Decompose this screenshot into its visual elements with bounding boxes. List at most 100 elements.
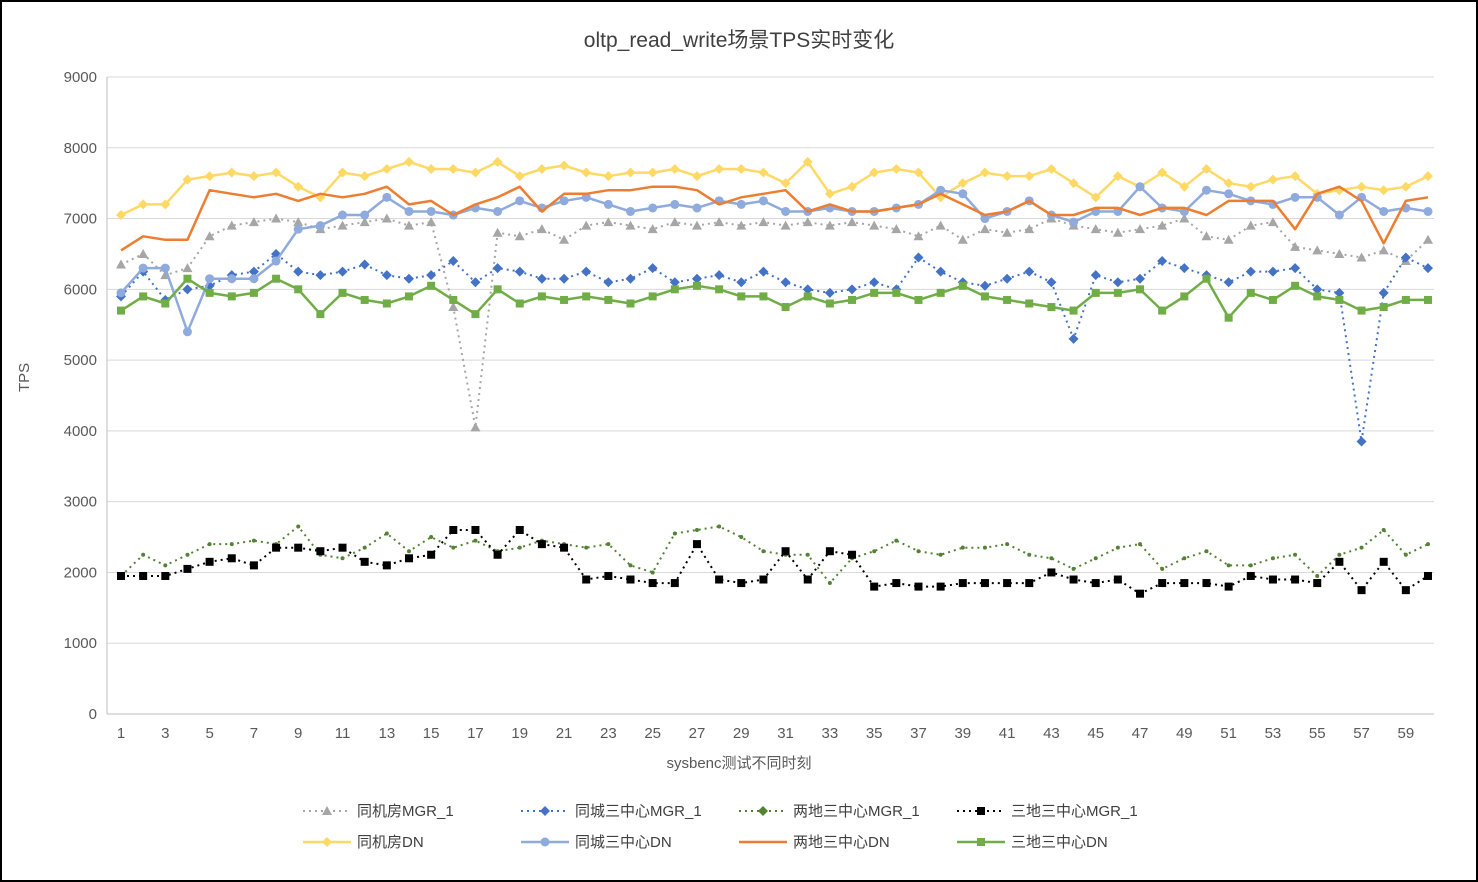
marker-square	[493, 285, 502, 294]
marker-triangle	[691, 220, 702, 230]
marker-circle	[205, 274, 215, 284]
marker-square	[1268, 295, 1277, 304]
marker-dot	[384, 531, 389, 536]
marker-square	[737, 292, 746, 301]
marker-square	[1335, 295, 1344, 304]
marker-diamond	[603, 171, 614, 182]
x-tick-label: 9	[294, 725, 302, 742]
marker-square	[1091, 288, 1100, 297]
marker-dot	[761, 549, 766, 554]
marker-square	[382, 299, 391, 308]
marker-dot	[163, 563, 168, 568]
marker-diamond	[780, 178, 791, 189]
marker-square	[360, 295, 369, 304]
legend-item-sandi-mgr1: 三地三中心MGR_1	[957, 800, 1175, 821]
marker-triangle	[1290, 241, 1301, 251]
marker-diamond	[891, 164, 902, 175]
marker-square	[1202, 579, 1211, 588]
marker-dot	[827, 581, 832, 586]
x-tick-label: 19	[511, 725, 528, 742]
marker-diamond	[381, 164, 392, 175]
y-axis-title: TPS	[16, 362, 33, 392]
marker-square	[316, 547, 325, 556]
marker-triangle	[1024, 224, 1035, 234]
marker-diamond	[492, 263, 503, 274]
y-tick-label: 1000	[64, 635, 97, 652]
legend-swatch-graphic	[521, 837, 569, 846]
marker-circle	[1423, 206, 1433, 216]
x-tick-label: 49	[1176, 725, 1193, 742]
marker-diamond	[1157, 167, 1168, 178]
marker-square	[427, 550, 436, 559]
marker-diamond	[160, 199, 171, 210]
marker-triangle	[935, 220, 946, 230]
marker-square	[980, 579, 989, 588]
marker-square	[1379, 557, 1388, 566]
x-tick-label: 7	[250, 725, 258, 742]
legend-item-liangdi-mgr1: 两地三中心MGR_1	[739, 800, 957, 821]
marker-diamond	[1334, 287, 1345, 298]
marker-triangle	[1157, 220, 1168, 230]
marker-square	[848, 295, 857, 304]
marker-diamond	[293, 266, 304, 277]
marker-diamond	[293, 181, 304, 192]
marker-diamond	[248, 171, 259, 182]
marker-dot	[650, 570, 655, 575]
marker-square	[892, 288, 901, 297]
marker-circle	[958, 189, 968, 199]
marker-diamond	[403, 273, 414, 284]
marker-square	[338, 288, 347, 297]
marker-square	[1047, 568, 1056, 577]
marker-square	[537, 292, 546, 301]
marker-diamond	[581, 167, 592, 178]
marker-square	[316, 310, 325, 319]
marker-triangle	[714, 217, 725, 227]
marker-diamond	[403, 156, 414, 167]
marker-triangle	[1223, 234, 1234, 244]
marker-triangle	[322, 805, 332, 815]
x-tick-label: 47	[1132, 725, 1149, 742]
marker-square	[936, 582, 945, 591]
marker-circle	[1224, 189, 1234, 199]
marker-diamond	[1290, 171, 1301, 182]
marker-square	[825, 547, 834, 556]
marker-triangle	[116, 259, 126, 269]
marker-square	[914, 295, 923, 304]
marker-triangle	[1002, 227, 1013, 237]
marker-dot	[916, 549, 921, 554]
marker-diamond	[979, 167, 990, 178]
marker-diamond	[536, 273, 547, 284]
marker-square	[1291, 575, 1300, 584]
marker-triangle	[581, 220, 592, 230]
marker-dot	[473, 538, 478, 543]
marker-triangle	[536, 224, 547, 234]
marker-circle	[781, 206, 791, 216]
marker-triangle	[1378, 245, 1389, 255]
marker-dot	[1337, 552, 1342, 557]
marker-square	[1424, 571, 1432, 580]
marker-diamond	[824, 188, 835, 199]
legend-swatch-graphic	[303, 805, 351, 815]
marker-circle	[138, 263, 148, 273]
marker-square	[1246, 571, 1255, 580]
marker-triangle	[847, 217, 858, 227]
marker-dot	[1270, 556, 1275, 561]
marker-diamond	[536, 164, 547, 175]
marker-square	[1224, 582, 1233, 591]
legend-label: 三地三中心DN	[1011, 834, 1108, 851]
legend-swatch-tongcheng-mgr1	[521, 804, 569, 818]
marker-dot	[1204, 549, 1209, 554]
legend-swatch-sandi-mgr1	[957, 804, 1005, 818]
marker-diamond	[1245, 181, 1256, 192]
marker-diamond	[869, 277, 880, 288]
marker-diamond	[625, 167, 636, 178]
x-tick-label: 57	[1353, 725, 1370, 742]
marker-square	[1313, 292, 1322, 301]
marker-circle	[315, 221, 325, 231]
series-同机房DN	[116, 156, 1433, 221]
marker-dot	[1027, 552, 1032, 557]
marker-dot	[429, 535, 434, 540]
marker-triangle	[337, 220, 348, 230]
marker-dot	[406, 549, 411, 554]
marker-triangle	[359, 217, 370, 227]
